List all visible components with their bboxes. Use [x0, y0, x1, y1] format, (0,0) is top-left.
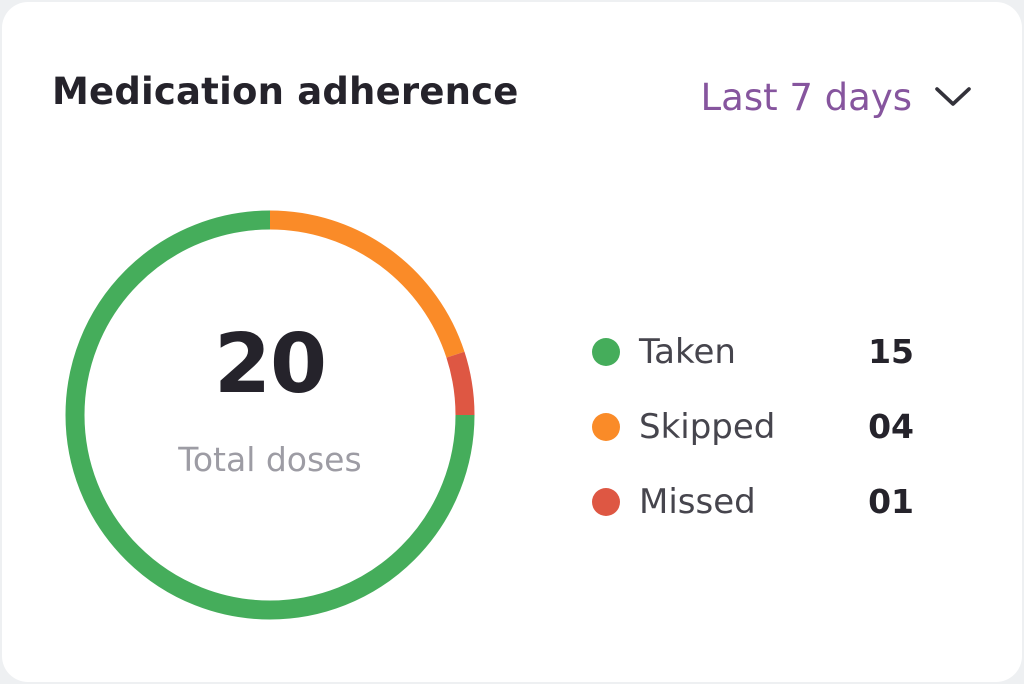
donut-slice-skipped	[269, 210, 465, 358]
legend-value-taken: 15	[868, 332, 914, 371]
total-doses-value: 20	[213, 317, 327, 412]
adherence-donut-chart	[65, 210, 475, 620]
legend-value-skipped: 04	[868, 407, 914, 446]
legend-label-taken: Taken	[639, 331, 736, 372]
legend-dot-taken	[592, 337, 620, 366]
legend-dot-missed	[592, 487, 620, 516]
legend-label-missed: Missed	[639, 481, 756, 522]
date-range-label: Last 7 days	[700, 75, 912, 119]
donut-slice-taken	[65, 210, 475, 620]
legend-label-skipped: Skipped	[639, 406, 776, 447]
legend-item-taken: Taken 15	[592, 314, 914, 389]
legend-item-skipped: Skipped 04	[592, 389, 914, 464]
date-range-dropdown[interactable]: Last 7 days	[701, 72, 972, 122]
chevron-down-icon	[935, 87, 971, 106]
legend-value-missed: 01	[868, 482, 914, 521]
total-doses-label: Total doses	[178, 440, 362, 479]
chart-legend: Taken 15 Skipped 04 Missed 01	[592, 314, 914, 539]
legend-dot-skipped	[592, 412, 620, 441]
legend-item-missed: Missed 01	[592, 464, 914, 539]
donut-slice-missed	[446, 351, 475, 416]
card-title: Medication adherence	[52, 70, 519, 113]
